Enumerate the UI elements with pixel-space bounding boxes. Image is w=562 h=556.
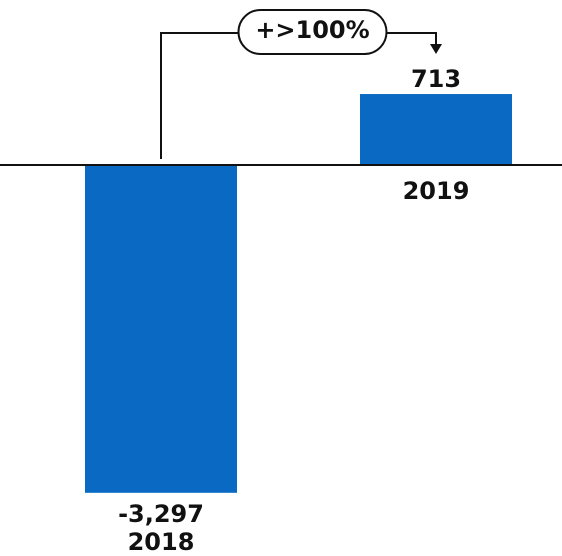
x-tick-label: 2019 (403, 177, 470, 205)
chart: -3,2972018 713 2019 +>100% (0, 0, 562, 556)
bar (85, 165, 237, 493)
x-tick-label: 2018 (128, 528, 195, 556)
annotation-text: +>100% (255, 16, 369, 44)
value-label: -3,297 (118, 500, 204, 528)
background (0, 0, 562, 556)
value-label: 713 (411, 65, 461, 93)
bar (360, 94, 512, 165)
